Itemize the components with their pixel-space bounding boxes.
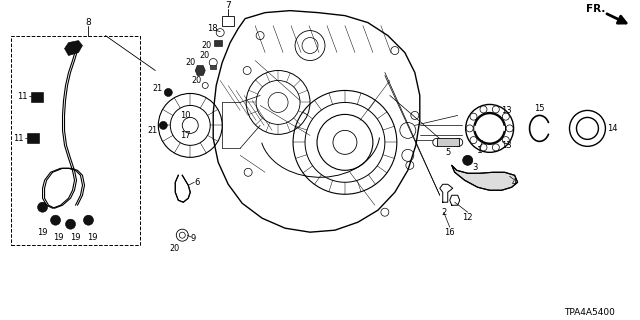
Text: 11: 11 [17, 92, 28, 101]
Bar [436, 138, 459, 146]
Polygon shape [175, 175, 190, 202]
Text: 13: 13 [501, 141, 512, 150]
Circle shape [159, 121, 167, 129]
Bar [27, 133, 38, 143]
Bar [31, 92, 43, 102]
Circle shape [65, 219, 76, 229]
Text: 14: 14 [607, 124, 618, 133]
Text: 19: 19 [37, 228, 48, 237]
Text: 9: 9 [191, 234, 196, 243]
Circle shape [470, 137, 477, 144]
Polygon shape [452, 165, 518, 190]
Text: 2: 2 [441, 208, 446, 217]
Bar [11, 36, 140, 245]
Text: 15: 15 [534, 104, 545, 113]
Circle shape [51, 215, 61, 225]
Circle shape [502, 113, 509, 120]
Text: 6: 6 [195, 178, 200, 187]
Text: 5: 5 [445, 148, 451, 157]
Text: 20: 20 [199, 51, 209, 60]
Polygon shape [195, 66, 205, 76]
Text: FR.: FR. [586, 4, 605, 14]
Text: 4: 4 [512, 178, 517, 187]
Bar [222, 16, 234, 26]
Circle shape [164, 88, 172, 96]
Polygon shape [213, 11, 420, 232]
Circle shape [570, 110, 605, 146]
Circle shape [463, 155, 473, 165]
Text: 21: 21 [152, 84, 163, 93]
Text: 16: 16 [444, 228, 455, 237]
Text: 19: 19 [53, 233, 64, 242]
Circle shape [466, 104, 514, 152]
Polygon shape [65, 41, 83, 56]
Circle shape [506, 125, 513, 132]
Bar [210, 65, 216, 68]
Circle shape [470, 113, 477, 120]
Text: 19: 19 [87, 233, 98, 242]
Text: 18: 18 [207, 24, 218, 33]
Text: 10: 10 [180, 111, 191, 120]
Circle shape [83, 215, 93, 225]
Text: 3: 3 [472, 163, 477, 172]
Text: 7: 7 [225, 1, 231, 10]
Circle shape [502, 137, 509, 144]
Circle shape [455, 138, 463, 146]
Text: 8: 8 [86, 18, 92, 27]
Circle shape [480, 144, 487, 151]
Text: 13: 13 [501, 106, 512, 115]
Circle shape [480, 106, 487, 113]
Text: 17: 17 [180, 131, 191, 140]
Text: 21: 21 [147, 126, 157, 135]
Circle shape [466, 125, 473, 132]
Circle shape [38, 202, 47, 212]
Bar [214, 40, 222, 45]
Circle shape [433, 138, 441, 146]
Text: 12: 12 [463, 213, 473, 222]
Circle shape [492, 144, 499, 151]
Text: 20: 20 [201, 41, 211, 50]
Text: 11: 11 [13, 134, 24, 143]
Text: 20: 20 [191, 76, 202, 85]
Text: 20: 20 [169, 244, 179, 253]
Text: 1: 1 [477, 146, 483, 155]
Text: 19: 19 [70, 233, 81, 242]
Circle shape [492, 106, 499, 113]
Text: TPA4A5400: TPA4A5400 [564, 308, 615, 316]
Text: 20: 20 [185, 58, 195, 67]
